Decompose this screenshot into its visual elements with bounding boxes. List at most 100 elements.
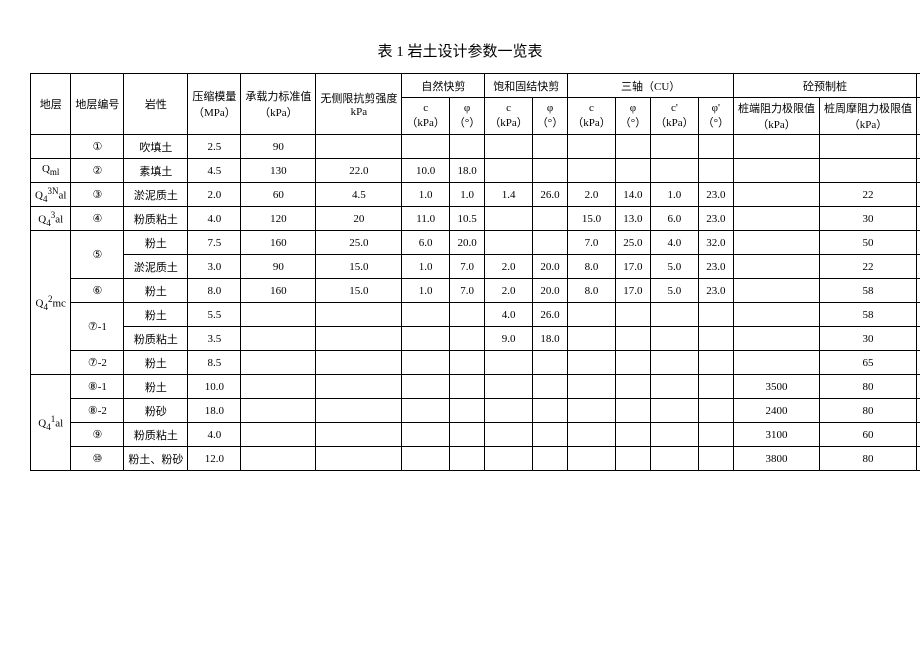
data-cell: 950 (917, 447, 920, 471)
data-cell: 22.0 (316, 159, 402, 183)
data-cell: 160 (241, 279, 316, 303)
data-cell: 5.5 (188, 303, 241, 327)
data-cell: 粉土、粉砂 (124, 447, 188, 471)
data-cell: 20.0 (532, 279, 567, 303)
data-cell (532, 375, 567, 399)
data-cell (241, 423, 316, 447)
data-cell (734, 327, 820, 351)
data-cell: 20.0 (449, 231, 484, 255)
data-cell: 23.0 (698, 207, 733, 231)
data-cell (615, 303, 650, 327)
data-cell (615, 423, 650, 447)
data-cell: 4.5 (188, 159, 241, 183)
data-cell (241, 303, 316, 327)
data-cell: 2.0 (568, 183, 616, 207)
h-tphi: φ（°） (615, 98, 650, 135)
data-cell (820, 135, 917, 159)
data-cell: 7.0 (449, 279, 484, 303)
table-row: ⑥粉土8.016015.01.07.02.020.08.017.05.023.0… (31, 279, 920, 303)
data-cell (698, 159, 733, 183)
data-cell (241, 375, 316, 399)
data-cell: 4.0 (188, 423, 241, 447)
h-nc: c（kPa） (402, 98, 450, 135)
data-cell (532, 399, 567, 423)
data-cell: 粉土 (124, 231, 188, 255)
data-cell: 18.0 (188, 399, 241, 423)
data-cell (449, 423, 484, 447)
data-cell (917, 255, 920, 279)
data-cell (568, 159, 616, 183)
data-cell (651, 135, 699, 159)
layer-no-cell: ⑧-1 (71, 375, 124, 399)
data-cell (651, 399, 699, 423)
data-cell: 900 (917, 423, 920, 447)
data-cell: 3.5 (188, 327, 241, 351)
data-cell: 15.0 (316, 279, 402, 303)
data-cell: 90 (241, 135, 316, 159)
data-cell (241, 399, 316, 423)
table-row: 淤泥质土3.09015.01.07.02.020.08.017.05.023.0… (31, 255, 920, 279)
data-cell: 6.0 (402, 231, 450, 255)
data-cell: 吹填土 (124, 135, 188, 159)
data-cell: 8.0 (188, 279, 241, 303)
data-cell (615, 159, 650, 183)
table-row: 粉质粘土3.59.018.03020 (31, 327, 920, 351)
table-row: Q43Nal③淤泥质土2.0604.51.01.01.426.02.014.01… (31, 183, 920, 207)
data-cell: 2400 (734, 399, 820, 423)
data-cell (917, 207, 920, 231)
h-nphi: φ（°） (449, 98, 484, 135)
stratum-cell (31, 135, 71, 159)
data-cell: 50 (820, 231, 917, 255)
data-cell: 2.0 (485, 279, 533, 303)
data-cell: 4.5 (316, 183, 402, 207)
table-row: ⑦-1粉土5.54.026.05847 (31, 303, 920, 327)
table-row: Qml②素填土4.513022.010.018.0 (31, 159, 920, 183)
data-cell (734, 183, 820, 207)
h-tphip: φ'（°） (698, 98, 733, 135)
data-cell: 10.0 (402, 159, 450, 183)
table-header: 地层 地层编号 岩性 压缩模量（MPa） 承载力标准值（kPa） 无侧限抗剪强度… (31, 74, 920, 135)
data-cell: 25.0 (316, 231, 402, 255)
h-sphi: φ（°） (532, 98, 567, 135)
data-cell: 14.0 (615, 183, 650, 207)
data-cell (449, 135, 484, 159)
data-cell (651, 303, 699, 327)
data-cell: 20.0 (532, 255, 567, 279)
data-cell (734, 207, 820, 231)
data-cell (734, 135, 820, 159)
data-cell (532, 423, 567, 447)
data-cell (734, 159, 820, 183)
data-cell: 粉土 (124, 279, 188, 303)
data-cell (615, 327, 650, 351)
data-cell (485, 375, 533, 399)
data-cell (316, 351, 402, 375)
h-sat-consol-shear: 饱和固结快剪 (485, 74, 568, 98)
h-natural-shear: 自然快剪 (402, 74, 485, 98)
data-cell (698, 303, 733, 327)
data-cell: 2.0 (188, 183, 241, 207)
table-row: Q41al⑧-1粉土10.035008092070 (31, 375, 920, 399)
data-cell (316, 447, 402, 471)
h-rock: 岩性 (124, 74, 188, 135)
data-cell (316, 375, 402, 399)
data-cell: 4.0 (651, 231, 699, 255)
data-cell (651, 327, 699, 351)
stratum-cell: Q41al (31, 375, 71, 471)
data-cell: 26.0 (532, 303, 567, 327)
data-cell: 65 (820, 351, 917, 375)
data-cell: 3100 (734, 423, 820, 447)
data-cell: 7.0 (568, 231, 616, 255)
data-cell (241, 447, 316, 471)
layer-no-cell: ⑥ (71, 279, 124, 303)
h-triaxial: 三轴（CU） (568, 74, 734, 98)
data-cell: 26.0 (532, 183, 567, 207)
data-cell (820, 159, 917, 183)
data-cell: 600 (917, 399, 920, 423)
h-compress: 压缩模量（MPa） (188, 74, 241, 135)
data-cell (449, 327, 484, 351)
layer-no-cell: ⑤ (71, 231, 124, 279)
data-cell (316, 135, 402, 159)
data-cell (532, 351, 567, 375)
data-cell (734, 351, 820, 375)
data-cell (485, 231, 533, 255)
